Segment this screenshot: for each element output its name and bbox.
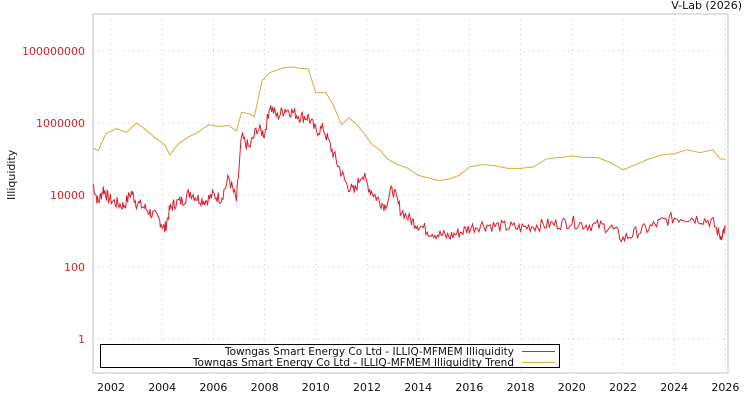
y-tick-label: 1 [78,333,85,346]
chart-legend: Towngas Smart Energy Co Ltd - ILLIQ-MFME… [100,344,560,369]
y-axis-ticks: 1 100 10000 1000000 100000000 [22,45,85,346]
illiquidity-line [92,105,726,243]
x-tick-label: 2022 [609,381,637,394]
y-tick-label: 100 [64,261,85,274]
x-axis-ticks: 2002 2004 2006 2008 2010 2012 2014 2016 2018 2020… [97,381,739,394]
x-tick-label: 2016 [455,381,483,394]
x-tick-label: 2020 [558,381,586,394]
x-tick-label: 2010 [302,381,330,394]
data-lines [92,66,726,243]
legend-label: Towngas Smart Energy Co Ltd - ILLIQ-MFME… [224,345,514,358]
illiquidity-trend-line [92,66,726,182]
legend-item-illiquidity: Towngas Smart Energy Co Ltd - ILLIQ-MFME… [224,345,555,358]
y-tick-label: 10000 [50,189,85,202]
legend-label: Towngas Smart Energy Co Ltd - ILLIQ-MFME… [192,356,514,369]
y-tick-label: 1000000 [36,117,85,130]
credit-text: V-Lab (2026) [671,0,742,12]
y-axis-label: Illiquidity [5,149,18,200]
x-tick-label: 2006 [199,381,227,394]
x-tick-label: 2012 [353,381,381,394]
x-tick-label: 2018 [507,381,535,394]
legend-swatch-red [522,351,555,352]
x-tick-label: 2008 [251,381,279,394]
x-tick-label: 2014 [404,381,432,394]
legend-swatch-gold [522,362,555,363]
plot-area-border [92,13,729,374]
x-tick-label: 2026 [711,381,739,394]
x-tick-label: 2002 [97,381,125,394]
legend-item-illiquidity-trend: Towngas Smart Energy Co Ltd - ILLIQ-MFME… [192,356,555,369]
x-tick-label: 2004 [148,381,176,394]
grid-lines [93,14,728,373]
x-tick-label: 2024 [660,381,688,394]
y-tick-label: 100000000 [22,45,85,58]
